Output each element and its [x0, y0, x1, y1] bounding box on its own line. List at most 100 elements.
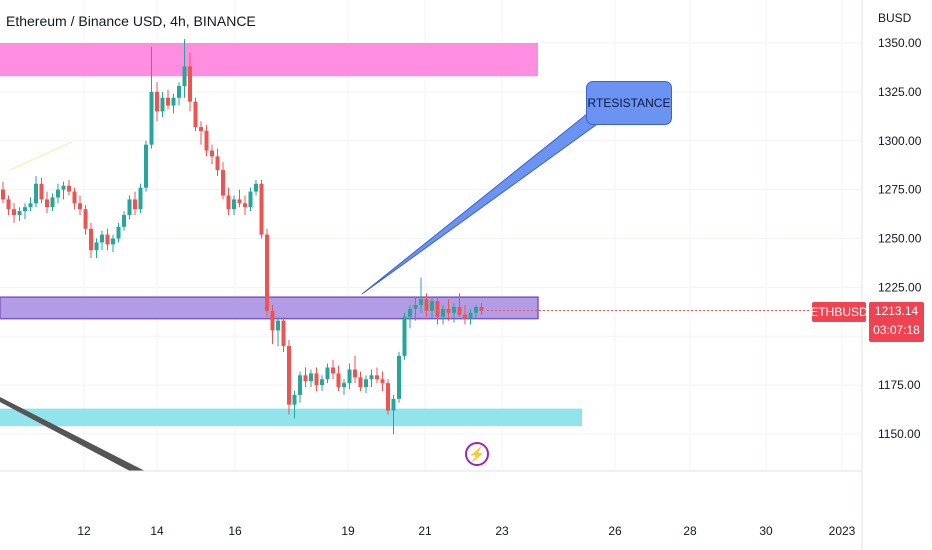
candle [342, 383, 346, 388]
candle [166, 97, 170, 106]
candle [281, 320, 286, 347]
candle [155, 91, 159, 112]
x-tick-label: 26 [608, 524, 622, 538]
candle [441, 308, 445, 317]
zone-resistance-top[interactable] [0, 43, 538, 77]
x-tick-label: 30 [759, 524, 773, 538]
candle [457, 306, 462, 315]
candle [6, 199, 11, 210]
candle [331, 367, 335, 374]
candle [287, 346, 291, 405]
last-price-tag: 1213.14 03:07:18 [869, 302, 924, 342]
candle [237, 199, 242, 204]
lightning-icon[interactable]: ⚡ [465, 442, 489, 466]
candle [369, 375, 374, 380]
candle [463, 314, 467, 319]
candle [386, 383, 390, 411]
candle [45, 199, 49, 208]
candle [353, 369, 357, 378]
x-tick-label: 21 [418, 524, 432, 538]
candle [325, 367, 330, 380]
x-tick-label: 19 [341, 524, 355, 538]
x-tick-label: 28 [683, 524, 697, 538]
candle [259, 183, 264, 235]
candle [12, 209, 16, 216]
candle [402, 316, 407, 356]
x-tick-label: 14 [150, 524, 164, 538]
candle [50, 197, 55, 208]
candle [408, 308, 412, 317]
candle [78, 203, 82, 210]
candle [23, 207, 27, 212]
candle [215, 156, 220, 171]
candle [232, 199, 236, 210]
x-tick-label: 12 [77, 524, 91, 538]
y-tick-label: 1275.00 [878, 183, 922, 197]
candle [100, 234, 104, 243]
candle [413, 304, 418, 309]
currency-label: BUSD [878, 11, 912, 25]
candle [474, 306, 478, 313]
candle [358, 377, 363, 388]
candle [28, 203, 33, 208]
candle [419, 299, 423, 305]
x-tick-label: 23 [495, 524, 509, 538]
y-tick-label: 1350.00 [878, 36, 922, 50]
zone-support-bottom[interactable] [0, 408, 582, 427]
candle [160, 97, 165, 112]
candle [204, 130, 209, 151]
candle [336, 373, 341, 388]
candle [39, 183, 44, 200]
candle [309, 373, 313, 382]
y-tick-label: 1325.00 [878, 85, 922, 99]
candle [468, 312, 473, 319]
candle [138, 187, 143, 210]
candle [226, 195, 231, 210]
candle [122, 215, 126, 227]
resistance-callout[interactable]: RTESISTANCE [586, 81, 672, 125]
candle [446, 308, 451, 313]
candle [193, 101, 198, 128]
candle [397, 355, 401, 399]
candle [276, 320, 280, 331]
candle [303, 375, 308, 382]
candle [424, 299, 429, 311]
y-tick-label: 1225.00 [878, 280, 922, 294]
candle [116, 226, 121, 239]
candle [17, 211, 22, 216]
x-tick-label: 16 [228, 524, 242, 538]
candle [347, 369, 352, 384]
candle [314, 373, 319, 386]
candle [265, 234, 269, 311]
candle [221, 170, 225, 196]
candle [364, 379, 368, 388]
candle [210, 150, 214, 157]
candle [133, 199, 137, 210]
x-tick-label: 2023 [829, 524, 856, 538]
candle [83, 209, 88, 229]
trend-line-dark [0, 397, 145, 471]
candle [298, 375, 302, 395]
candle [127, 199, 132, 216]
candle [479, 306, 484, 311]
y-tick-label: 1250.00 [878, 232, 922, 246]
bar-countdown: 03:07:18 [873, 323, 920, 337]
candle [292, 394, 297, 405]
candle [1, 189, 5, 200]
candle [452, 306, 456, 313]
symbol-tag: ETHBUSD [810, 302, 868, 322]
candle [171, 97, 176, 106]
candle [391, 398, 396, 411]
candle [61, 185, 66, 190]
candle [72, 191, 77, 204]
candle [149, 91, 154, 145]
candle [254, 183, 258, 192]
candle [320, 379, 324, 386]
last-price: 1213.14 [874, 304, 919, 318]
candle [56, 189, 60, 198]
candle [94, 242, 99, 251]
trend-line [9, 141, 73, 171]
candle [375, 375, 379, 380]
y-tick-label: 1150.00 [878, 427, 921, 441]
